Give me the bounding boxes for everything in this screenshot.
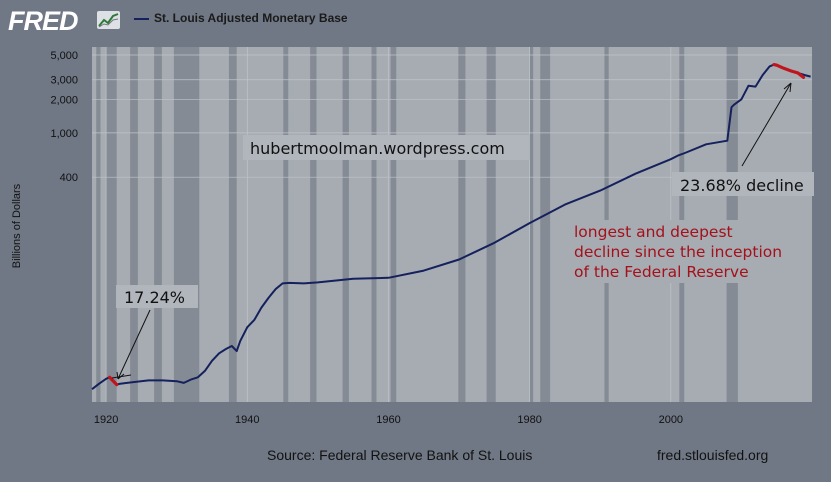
x-tick-label: 2000 xyxy=(659,414,683,426)
note-line: decline since the inception xyxy=(574,243,782,261)
early-decline-label: 17.24% xyxy=(124,288,185,307)
decline-highlight xyxy=(107,375,119,387)
recession-band xyxy=(458,47,466,402)
x-tick-label: 1940 xyxy=(235,414,259,426)
watermark-text: hubertmoolman.wordpress.com xyxy=(250,139,505,158)
early-decline-tick xyxy=(111,374,132,379)
note-box xyxy=(568,220,811,283)
recession-band xyxy=(173,47,200,402)
decline-highlight xyxy=(772,62,806,80)
recent-decline-box xyxy=(672,172,814,196)
recession-band xyxy=(529,47,534,402)
legend: St. Louis Adjusted Monetary Base xyxy=(134,11,348,25)
y-tick-label: 400 xyxy=(60,172,78,184)
note-line: of the Federal Reserve xyxy=(574,263,749,281)
recent-decline-label: 23.68% decline xyxy=(680,176,804,195)
recession-band xyxy=(390,47,397,402)
early-decline-box xyxy=(116,285,198,308)
source-note: Source: Federal Reserve Bank of St. Loui… xyxy=(267,447,533,463)
recession-band xyxy=(310,47,317,402)
watermark-box xyxy=(243,135,530,160)
recession-band xyxy=(154,47,162,402)
y-tick-label: 1,000 xyxy=(50,128,78,140)
early-decline-arrow xyxy=(117,309,151,380)
legend-swatch xyxy=(134,17,149,20)
recession-band xyxy=(130,47,138,402)
source-url[interactable]: fred.stlouisfed.org xyxy=(657,447,769,463)
recession-band xyxy=(371,47,377,402)
recession-band xyxy=(96,47,101,402)
recession-band xyxy=(283,47,289,402)
y-tick-label: 3,000 xyxy=(50,75,78,87)
y-tick-label: 5,000 xyxy=(50,50,78,62)
recent-decline-arrowhead xyxy=(789,82,792,93)
y-tick-label: 2,000 xyxy=(50,94,78,106)
recent-decline-arrow xyxy=(741,82,792,167)
x-tick-label: 1960 xyxy=(376,414,400,426)
recession-band xyxy=(106,47,117,402)
fred-logo: FRED xyxy=(8,6,78,36)
recession-band xyxy=(486,47,496,402)
recession-band xyxy=(228,47,237,402)
series-line xyxy=(91,63,811,390)
early-decline-arrowhead xyxy=(116,371,119,380)
legend-label: St. Louis Adjusted Monetary Base xyxy=(154,11,348,25)
recession-band xyxy=(342,47,349,402)
recent-decline-arrowhead xyxy=(783,82,792,90)
x-tick-label: 1980 xyxy=(517,414,541,426)
fred-chart-icon xyxy=(97,11,120,29)
note-line: longest and deepest xyxy=(574,223,733,241)
recession-band xyxy=(540,47,551,402)
x-tick-label: 1920 xyxy=(94,414,118,426)
